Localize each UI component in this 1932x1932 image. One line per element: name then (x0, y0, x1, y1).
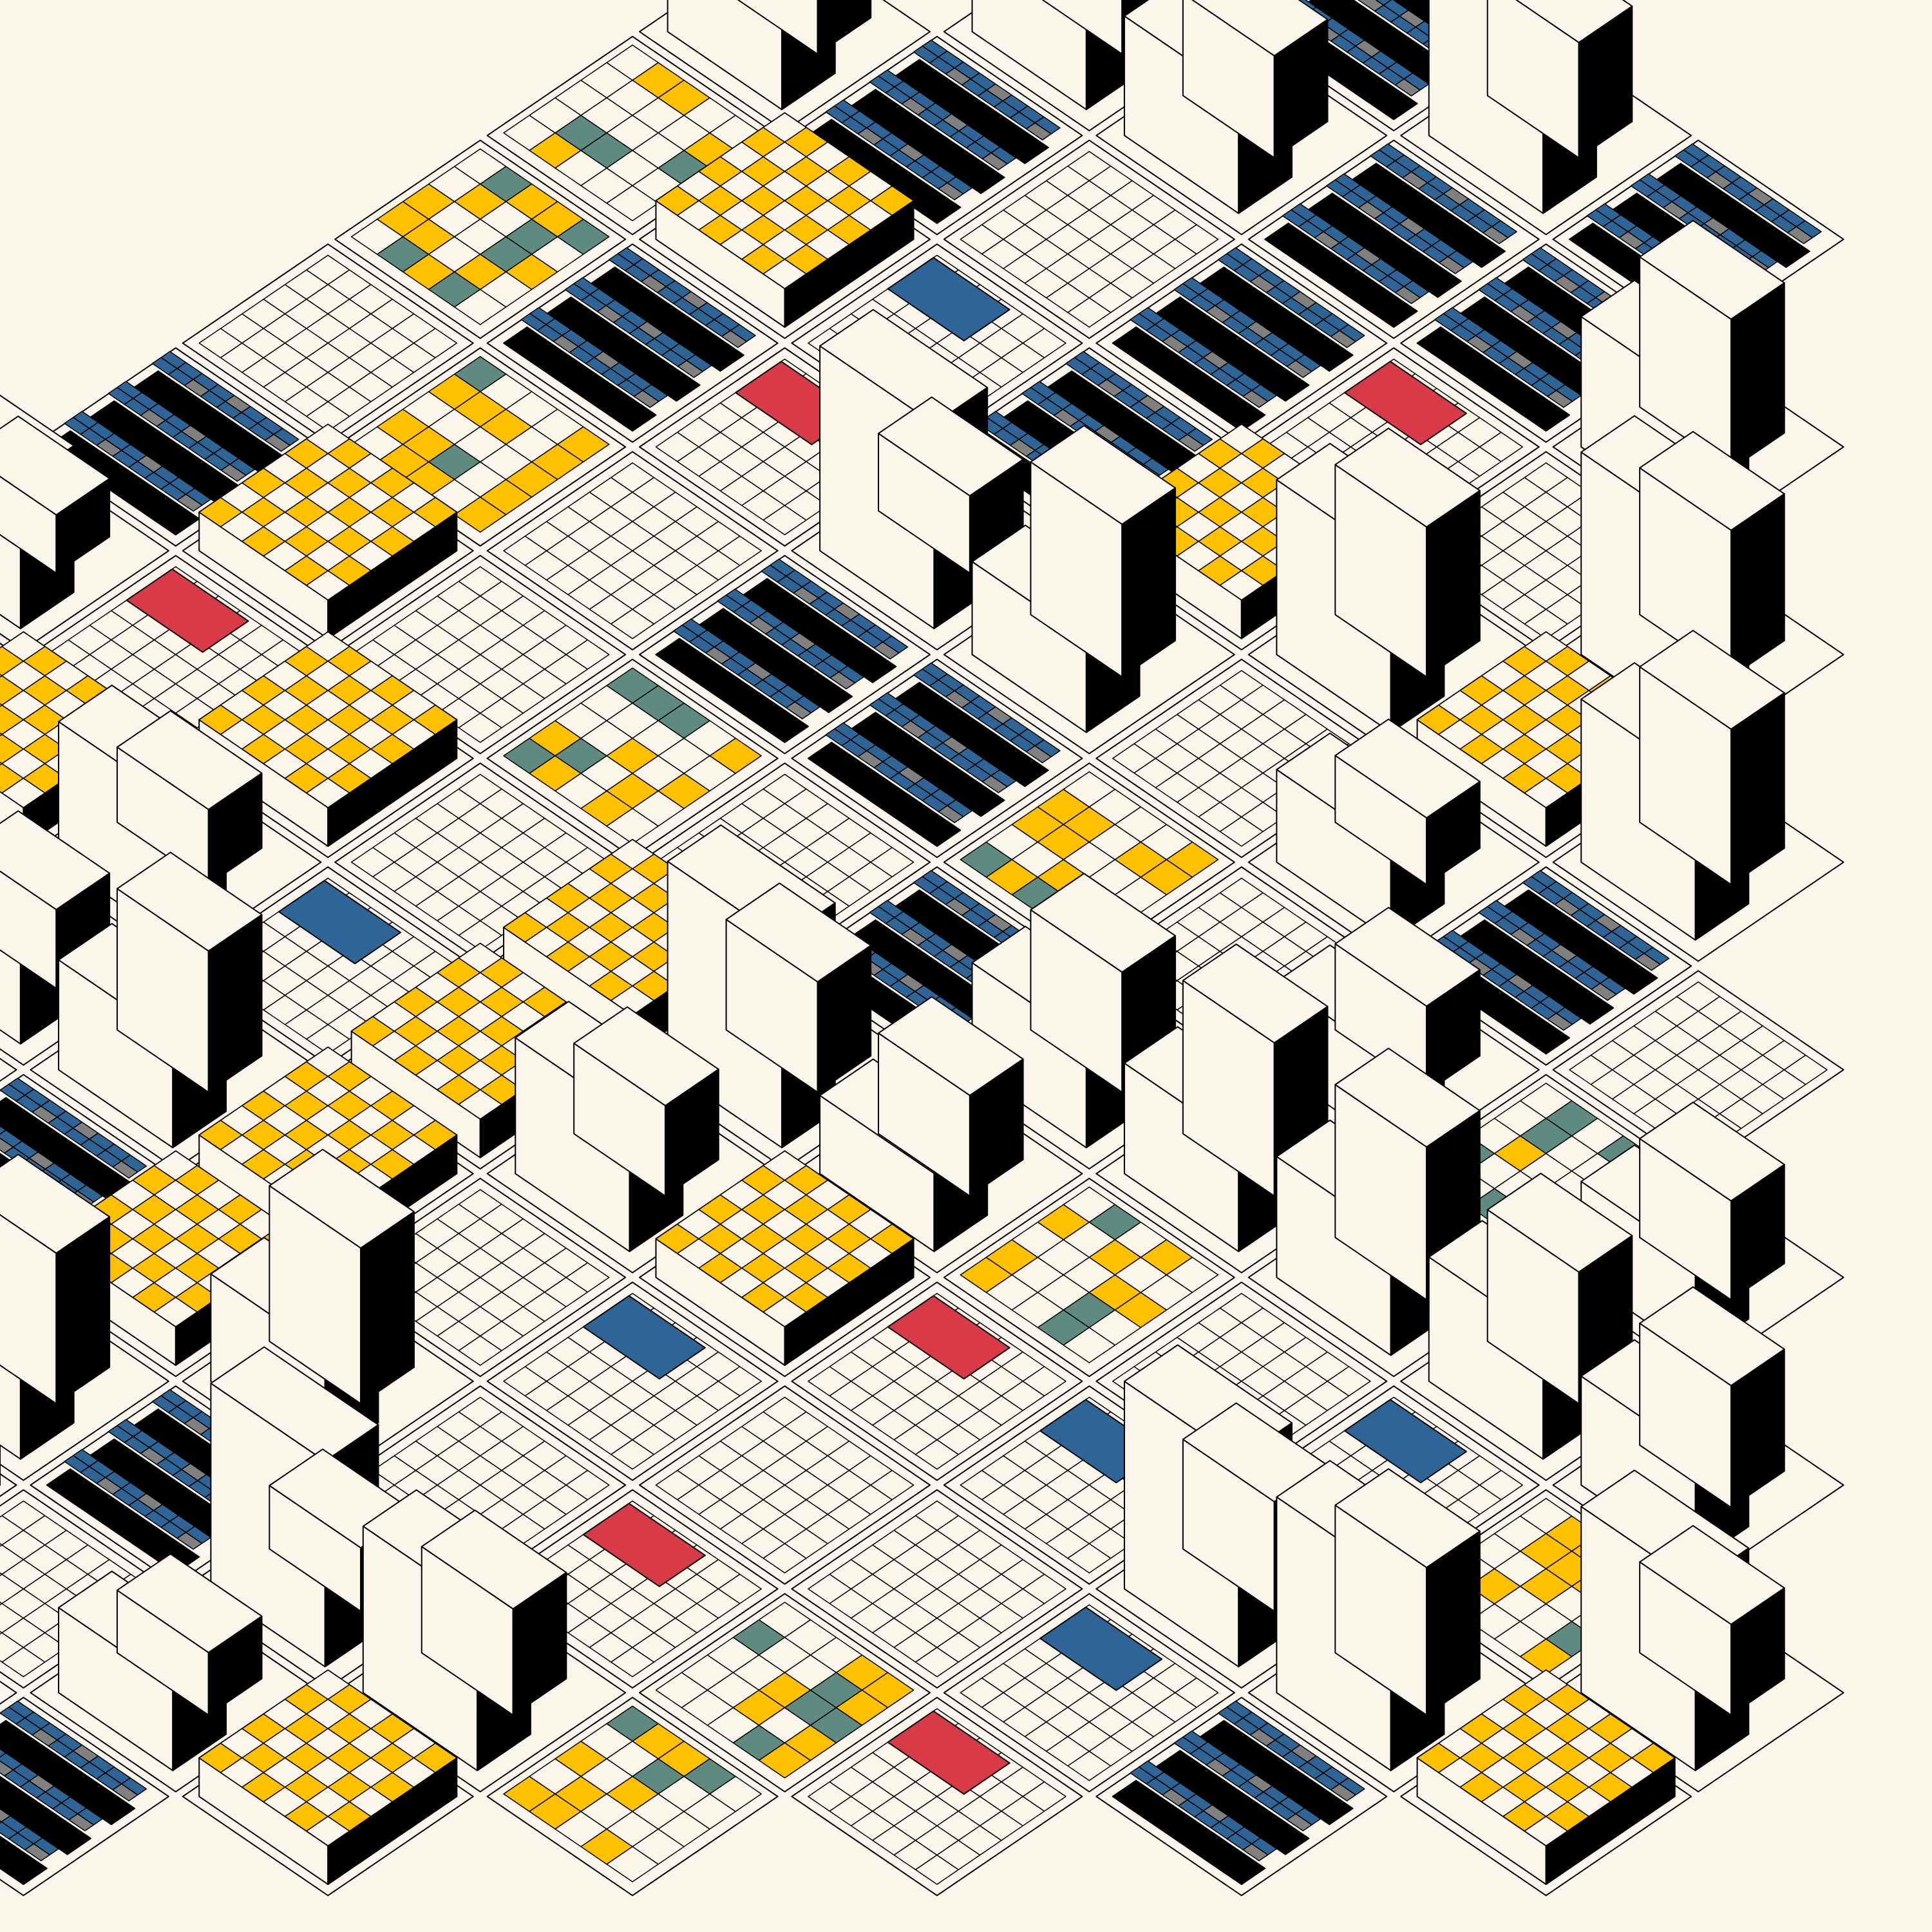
solar-panel (1034, 116, 1061, 135)
shadow-strip (1155, 296, 1310, 402)
building-top-face (1639, 220, 1785, 320)
shadow-strip (895, 59, 1049, 164)
colored-plaza (126, 568, 249, 653)
shadow-strip (851, 89, 1005, 194)
building-left-face (1041, 0, 1123, 55)
city-layer (0, 0, 1844, 1897)
building-top-face (1334, 428, 1481, 528)
building-top-face (1639, 431, 1785, 531)
shadow-strip (807, 741, 961, 847)
building-right-face (817, 0, 872, 55)
colored-plaza (887, 257, 1010, 342)
building-top-face (116, 710, 263, 810)
shadow-strip (503, 327, 657, 432)
shadow-strip (1200, 267, 1354, 372)
building-left-face (667, 0, 783, 111)
shadow-strip (655, 638, 809, 743)
shadow-strip (591, 267, 744, 372)
solar-panel (1034, 739, 1061, 757)
shadow-strip (1352, 162, 1506, 268)
shadow-strip (1656, 162, 1810, 268)
building-top-face (819, 308, 989, 425)
building-left-face (971, 0, 1087, 111)
building-top-face (1030, 424, 1177, 526)
solar-panel (1339, 324, 1365, 343)
paving-tile (1479, 431, 1524, 462)
window-grid (870, 185, 914, 216)
shadow-strip (851, 712, 1005, 817)
solar-panel (730, 324, 756, 343)
shadow-strip (743, 578, 897, 683)
building-top-face (1191, 0, 1329, 57)
mosaic-tile (556, 218, 610, 255)
shadow-strip (699, 608, 853, 714)
paving-tile (717, 535, 762, 566)
solar-panel (882, 635, 909, 654)
shadow-strip (895, 681, 1049, 787)
solar-panel (273, 428, 299, 446)
shadow-strip (1112, 327, 1266, 432)
shadow-strip (547, 296, 701, 402)
shadow-strip (1416, 327, 1571, 432)
paving-tile (1175, 224, 1219, 255)
mosaic-tile (709, 737, 762, 774)
window-grid (413, 705, 458, 735)
building-top-face (0, 415, 111, 516)
paving-tile (413, 328, 458, 359)
colored-plaza (1343, 361, 1468, 446)
mosaic-tile (556, 426, 610, 463)
solar-panel (1375, 0, 1392, 6)
solar-panel (1491, 220, 1517, 238)
paving-tile (565, 639, 610, 670)
shadow-strip (1264, 222, 1418, 328)
building-top-face (878, 396, 1024, 497)
solar-panel (1186, 428, 1213, 446)
solar-panel (1795, 220, 1822, 238)
window-grid (413, 497, 458, 527)
paving-tile (1022, 328, 1066, 359)
shadow-strip (1308, 193, 1462, 298)
building-left-face (737, 0, 819, 55)
building-top-face (1515, 0, 1633, 43)
